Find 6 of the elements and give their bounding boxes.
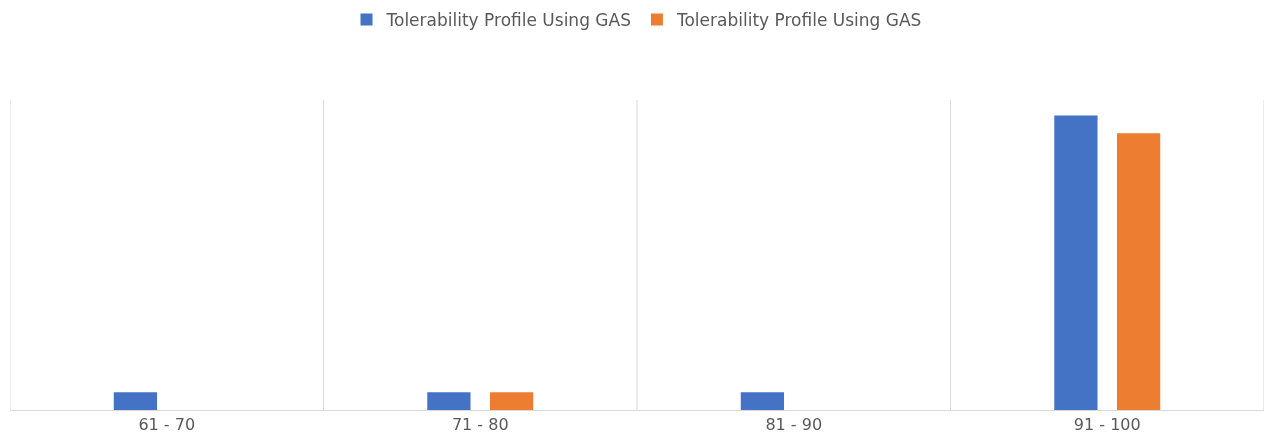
x-tick-label: 61 - 70: [138, 415, 196, 435]
x-tick-label: 91 - 100: [1073, 415, 1141, 435]
x-tick-label: 81 - 90: [765, 415, 823, 435]
x-tick-label: 71 - 80: [451, 415, 509, 435]
legend-label: Tolerability Profile Using GAS: [385, 10, 631, 31]
legend-label: Tolerability Profile Using GAS: [675, 10, 922, 31]
